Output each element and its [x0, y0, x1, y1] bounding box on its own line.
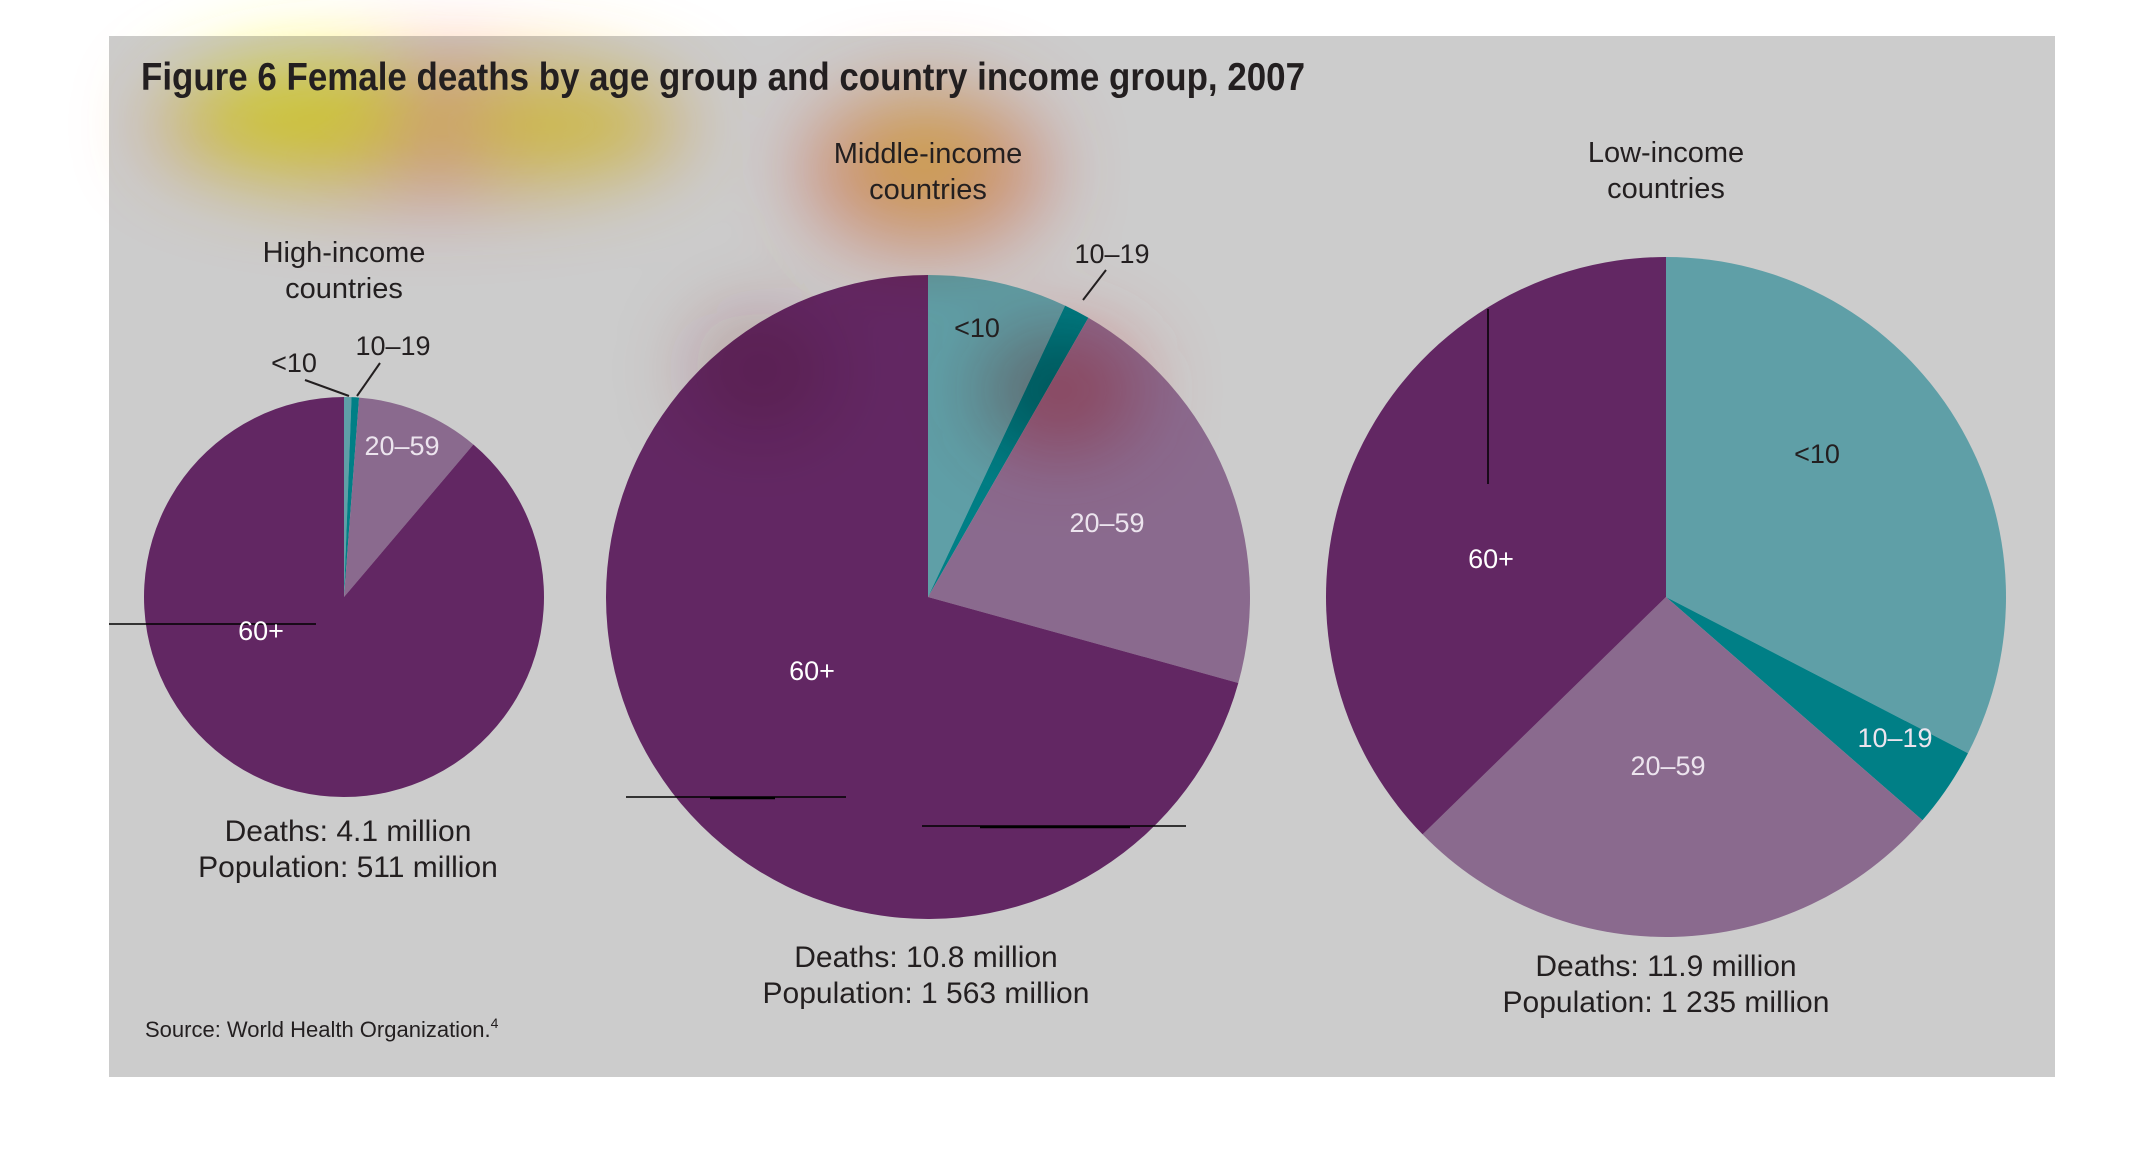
high-income-slice-<10 [344, 397, 352, 597]
slice-label: 20–59 [1069, 508, 1144, 538]
high-income-slice-10–19 [344, 397, 360, 597]
pie-title: Low-income [1588, 137, 1744, 169]
deaths-stat: Deaths: 4.1 million [225, 815, 472, 848]
low-income-slice-10–19 [1666, 597, 1968, 821]
slice-label: 10–19 [355, 331, 430, 361]
slice-label: <10 [271, 348, 317, 378]
slice-label: 10–19 [1857, 723, 1932, 753]
leader-line [304, 379, 350, 397]
middle-income-slice-60+ [605, 275, 1239, 920]
high-income-slice-60+ [143, 397, 544, 798]
pie-title: countries [1607, 173, 1725, 205]
leader-line [1082, 269, 1107, 301]
low-income-slice-<10 [1666, 257, 2006, 754]
low-income-slice-60+ [1326, 257, 1666, 835]
attention-heatmap-overlay [150, 55, 1140, 450]
pie-title: countries [285, 273, 403, 305]
figure-title: Figure 6 Female deaths by age group and … [141, 56, 1305, 99]
slice-label: 60+ [789, 656, 835, 686]
middle-income-slice-20–59 [928, 317, 1250, 683]
source-note: Source: World Health Organization.4 [145, 1015, 499, 1042]
pie-title: High-income [263, 237, 426, 269]
slice-label: 60+ [1468, 544, 1514, 574]
leader-line [356, 362, 381, 397]
high-income-labels: High-income countries <10 10–19 20–59 60… [198, 237, 498, 884]
high-income-slice-20–59 [344, 397, 474, 597]
pie-title: countries [869, 174, 987, 206]
pie-title: Middle-income [834, 138, 1023, 170]
slice-label: 10–19 [1074, 239, 1149, 269]
slice-label: 20–59 [1630, 751, 1705, 781]
middle-income-labels: Middle-income countries <10 10–19 20–59 … [763, 138, 1150, 1010]
artifact-lines [109, 309, 1489, 829]
population-stat: Population: 1 235 million [1503, 986, 1830, 1019]
deaths-stat: Deaths: 11.9 million [1535, 950, 1796, 983]
deaths-stat: Deaths: 10.8 million [794, 941, 1057, 974]
slice-label: <10 [1794, 439, 1840, 469]
slice-label: <10 [954, 313, 1000, 343]
slice-label: 60+ [238, 616, 284, 646]
low-income-slice-20–59 [1422, 597, 1923, 938]
source-reference: 4 [491, 1015, 499, 1031]
population-stat: Population: 1 563 million [763, 977, 1090, 1010]
low-income-labels: Low-income countries <10 10–19 20–59 60+… [1468, 137, 1932, 1019]
pie-charts [143, 257, 2006, 938]
source-text: Source: World Health Organization. [145, 1017, 491, 1042]
slice-label: 20–59 [364, 431, 439, 461]
population-stat: Population: 511 million [198, 851, 498, 884]
